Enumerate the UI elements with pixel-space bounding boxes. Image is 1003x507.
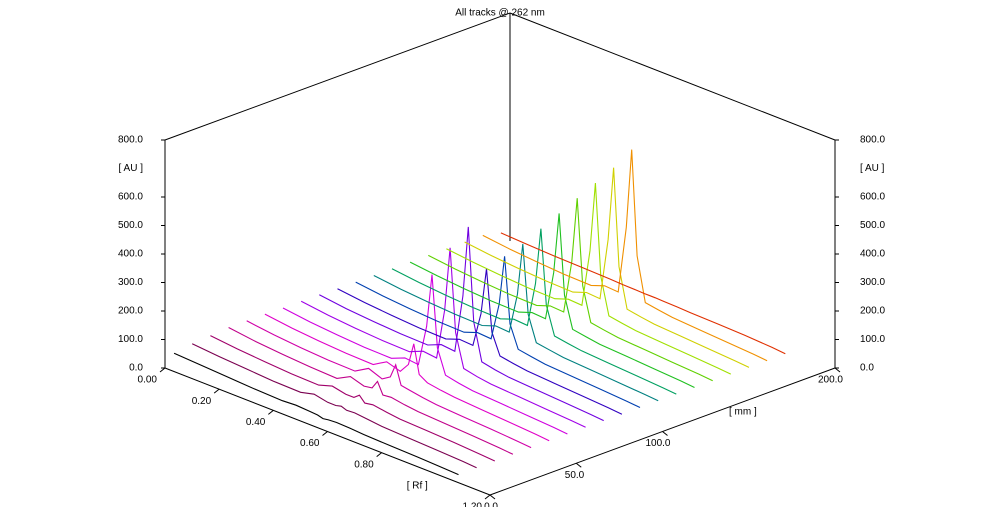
- track-line: [482, 149, 768, 362]
- depth-tick-label: 200.0: [818, 375, 843, 386]
- depth-axis-label: [ mm ]: [729, 406, 757, 417]
- track-line: [300, 247, 586, 428]
- z-tick-label: 500.0: [860, 220, 885, 231]
- track-line: [446, 182, 732, 375]
- z-tick-label: 100.0: [118, 334, 143, 345]
- x-tick-label: 0.20: [192, 396, 212, 407]
- z-tick-label: 400.0: [860, 249, 885, 260]
- z-axis-label: [ AU ]: [860, 163, 885, 174]
- track-line: [464, 167, 750, 368]
- x-tick: [484, 494, 491, 500]
- depth-tick: [489, 494, 496, 500]
- track-line: [246, 320, 532, 449]
- track-line: [228, 327, 514, 455]
- x-tick: [213, 388, 220, 394]
- x-tick: [322, 431, 328, 436]
- axis-line: [164, 12, 511, 141]
- track-line: [173, 352, 459, 476]
- track-line: [337, 268, 623, 415]
- z-tick-label: 200.0: [118, 306, 143, 317]
- z-tick-label: 300.0: [860, 277, 885, 288]
- depth-tick: [834, 367, 841, 373]
- track-line: [355, 256, 641, 408]
- depth-tick-label: 0.0: [484, 502, 498, 507]
- x-tick: [376, 452, 382, 458]
- track-line: [282, 274, 568, 435]
- x-tick: [159, 367, 166, 373]
- x-tick-label: 0.40: [246, 417, 266, 428]
- track-line: [373, 243, 659, 402]
- track-line: [500, 232, 786, 355]
- x-tick: [268, 409, 274, 415]
- x-tick-label: 0.00: [138, 375, 158, 386]
- depth-tick: [575, 462, 582, 468]
- z-tick-label: 500.0: [118, 220, 143, 231]
- z-tick-label: 0.0: [129, 363, 143, 374]
- track-line: [391, 228, 677, 395]
- x-tick-label: 1.20: [463, 502, 483, 507]
- track-line: [428, 198, 713, 382]
- x-tick-label: 0.60: [300, 438, 320, 449]
- z-tick-label: 600.0: [118, 192, 143, 203]
- track-line: [264, 313, 550, 442]
- z-tick-label: 400.0: [118, 249, 143, 260]
- z-tick-label: 0.0: [860, 363, 874, 374]
- track-line: [210, 335, 496, 462]
- x-axis-label: [ Rf ]: [407, 480, 428, 491]
- track-line: [319, 226, 604, 422]
- z-axis-label: [ AU ]: [119, 163, 144, 174]
- z-tick-label: 800.0: [118, 135, 143, 146]
- z-tick-label: 200.0: [860, 306, 885, 317]
- axis-line: [509, 12, 836, 141]
- z-tick-label: 300.0: [118, 277, 143, 288]
- z-tick-label: 600.0: [860, 192, 885, 203]
- x-tick-label: 0.80: [354, 459, 374, 470]
- track-line: [409, 213, 695, 388]
- track-line: [191, 343, 477, 469]
- depth-tick: [662, 431, 668, 436]
- z-tick-label: 800.0: [860, 135, 885, 146]
- chart-title: All tracks @ 262 nm: [455, 8, 545, 19]
- depth-tick-label: 50.0: [565, 470, 585, 481]
- depth-tick-label: 100.0: [645, 438, 670, 449]
- z-tick-label: 100.0: [860, 334, 885, 345]
